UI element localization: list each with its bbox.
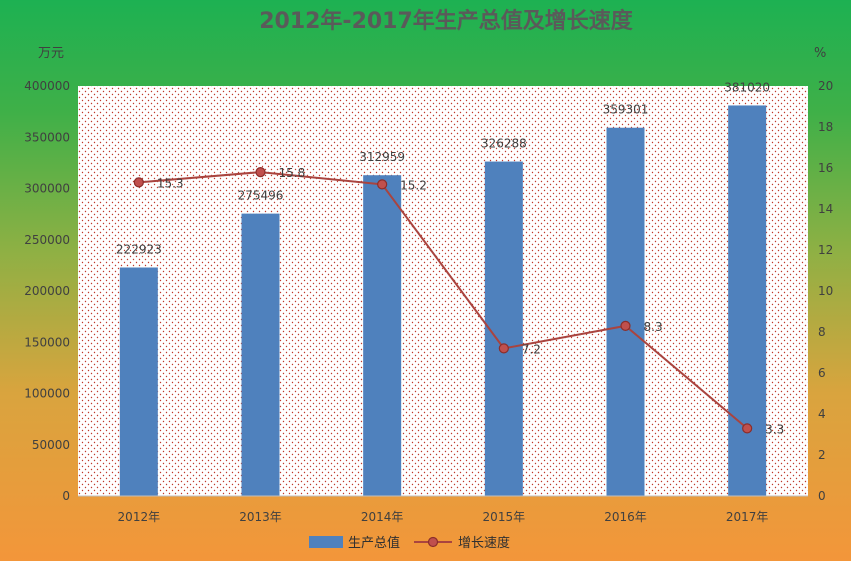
left-axis-ticks: 0 50000 100000 150000 200000 250000 300000 3500… (24, 79, 70, 503)
x-axis-ticks: 2012年 2013年 2014年 2015年 2016年 2017年 (78, 495, 808, 524)
right-axis-ticks: 0 2 4 6 8 10 12 14 16 18 20 (818, 79, 833, 503)
right-axis-unit: % (814, 46, 826, 61)
legend-label-line: 增长速度 (458, 535, 510, 551)
line-data-label: 3.3 (765, 422, 784, 436)
left-axis-tick-label: 250000 (24, 233, 70, 247)
line-data-label: 15.2 (400, 178, 427, 192)
line-data-label: 7.2 (522, 342, 541, 356)
legend-label-bar: 生产总值 (348, 535, 400, 551)
left-axis-tick-label: 400000 (24, 79, 70, 93)
line-point (133, 177, 144, 188)
bar-series (119, 105, 767, 497)
line-data-label: 15.3 (157, 176, 184, 190)
right-axis-tick-label: 14 (818, 202, 833, 216)
left-axis-tick-label: 150000 (24, 335, 70, 349)
right-axis-tick-label: 2 (818, 448, 826, 462)
bar (241, 213, 280, 497)
bar-data-label: 381020 (724, 80, 770, 94)
bar-data-label: 359301 (603, 103, 649, 117)
line-data-labels: 15.3 15.8 15.2 7.2 8.3 3.3 (157, 166, 784, 436)
bar (119, 267, 158, 496)
line-point (742, 423, 753, 434)
bar-data-label: 326288 (481, 137, 527, 151)
bar (728, 105, 767, 496)
right-axis-tick-label: 10 (818, 284, 833, 298)
right-axis-tick-label: 0 (818, 489, 826, 503)
x-axis-tick-label: 2016年 (604, 510, 647, 524)
left-axis-tick-label: 300000 (24, 182, 70, 196)
right-axis-tick-label: 12 (818, 243, 833, 257)
bar-data-label: 222923 (116, 243, 162, 257)
line-point (620, 320, 631, 331)
x-axis-tick-label: 2013年 (239, 510, 282, 524)
right-axis-tick-label: 18 (818, 120, 833, 134)
growth-line (138, 171, 748, 430)
bar-data-labels: 222923 275496 312959 326288 359301 381020 (116, 80, 770, 256)
left-axis-tick-label: 0 (62, 489, 70, 503)
bar-data-label: 275496 (238, 189, 284, 203)
bar (484, 161, 523, 496)
legend: 生产总值 增长速度 (309, 535, 510, 551)
legend-swatch-bar (309, 536, 343, 548)
right-axis-tick-label: 8 (818, 325, 826, 339)
left-axis-unit: 万元 (38, 46, 64, 61)
right-axis-tick-label: 20 (818, 79, 833, 93)
x-axis-tick-label: 2015年 (483, 510, 526, 524)
left-axis-tick-label: 50000 (32, 438, 70, 452)
x-axis-tick-label: 2012年 (118, 510, 161, 524)
legend-swatch-marker (427, 536, 439, 548)
line-data-label: 15.8 (279, 166, 306, 180)
line-point (255, 167, 266, 178)
bar-data-label: 312959 (359, 150, 405, 164)
right-axis-tick-label: 4 (818, 407, 826, 421)
line-point (377, 179, 388, 190)
right-axis-tick-label: 16 (818, 161, 833, 175)
left-axis-tick-label: 100000 (24, 387, 70, 401)
line-series (133, 167, 753, 434)
left-axis-tick-label: 200000 (24, 284, 70, 298)
bar (606, 127, 645, 496)
left-axis-tick-label: 350000 (24, 130, 70, 144)
line-point (498, 343, 509, 354)
right-axis-tick-label: 6 (818, 366, 826, 380)
x-axis-tick-label: 2014年 (361, 510, 404, 524)
x-axis-tick-label: 2017年 (726, 510, 769, 524)
line-data-label: 8.3 (644, 320, 663, 334)
bar (363, 175, 402, 496)
chart-title: 2012年-2017年生产总值及增长速度 (259, 8, 634, 34)
plot-area (78, 86, 808, 496)
